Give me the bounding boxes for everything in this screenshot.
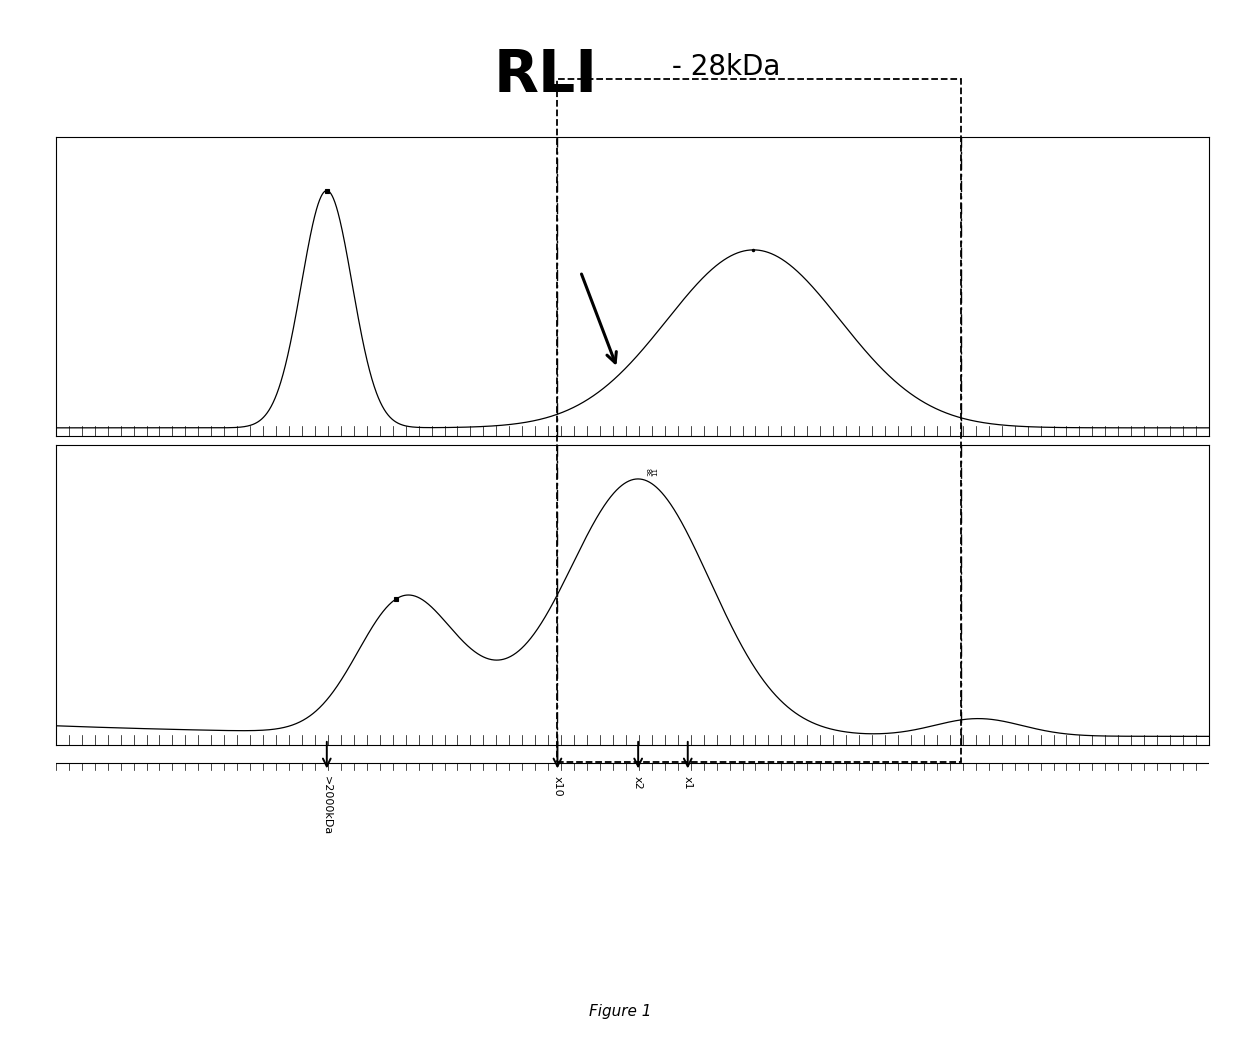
- Text: >2000kDa: >2000kDa: [322, 776, 332, 834]
- Text: x1: x1: [683, 776, 693, 789]
- Text: RLI: RLI: [494, 47, 598, 104]
- Text: x2: x2: [634, 776, 644, 789]
- Text: 38
11: 38 11: [647, 468, 658, 476]
- Text: Figure 1: Figure 1: [589, 1005, 651, 1019]
- Text: x10: x10: [553, 776, 563, 797]
- Text: - 28kDa: - 28kDa: [663, 53, 781, 81]
